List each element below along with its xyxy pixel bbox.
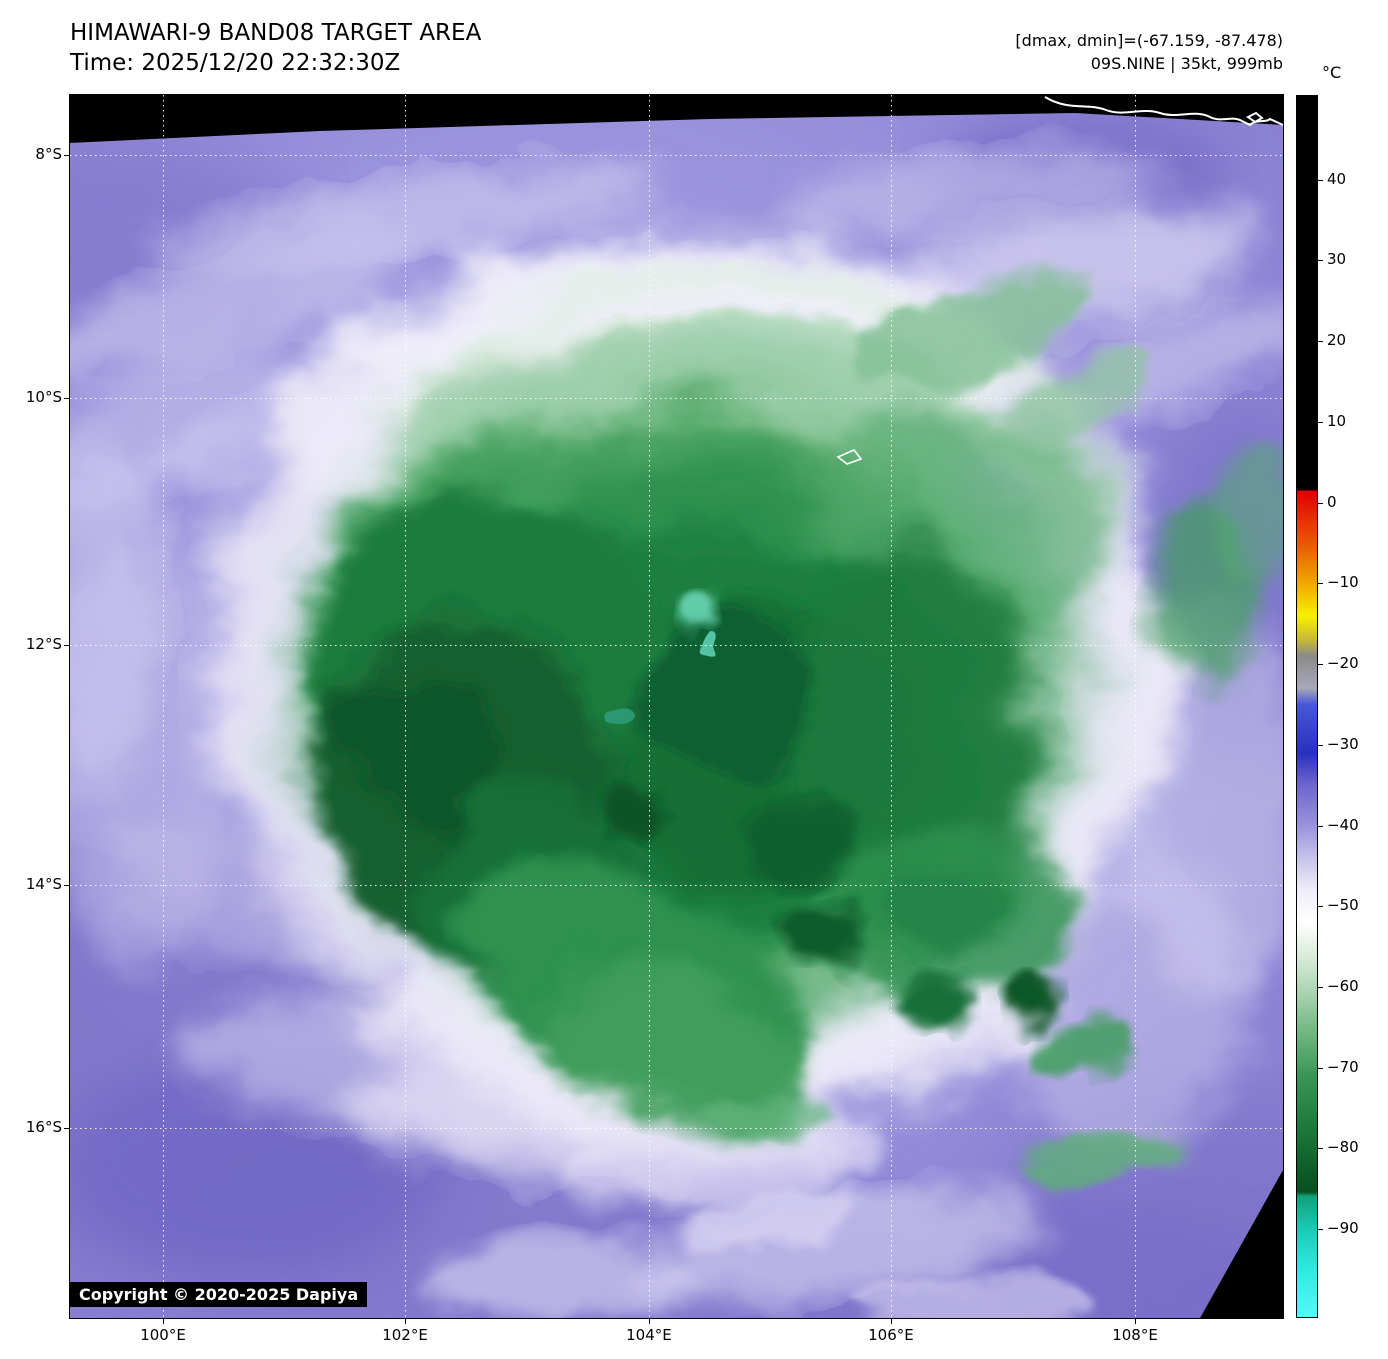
colorbar-tick-mark (1318, 906, 1323, 907)
copyright-badge: Copyright © 2020-2025 Dapiya (70, 1282, 367, 1307)
colorbar-tick-label: −90 (1327, 1219, 1359, 1237)
colorbar-tick-label: −70 (1327, 1058, 1359, 1076)
lon-tick-mark (163, 1318, 164, 1324)
dmax-dmin-readout: [dmax, dmin]=(-67.159, -87.478) (1015, 31, 1283, 50)
lon-tick-label: 104°E (604, 1326, 694, 1344)
plot-area: Copyright © 2020-2025 Dapiya (70, 95, 1283, 1318)
lat-tick-label: 10°S (0, 388, 62, 406)
satellite-image (70, 95, 1283, 1318)
colorbar-tick-label: −60 (1327, 977, 1359, 995)
lat-tick-mark (64, 885, 70, 886)
colorbar-tick-mark (1318, 503, 1323, 504)
colorbar-tick-label: −50 (1327, 896, 1359, 914)
lon-tick-label: 106°E (846, 1326, 936, 1344)
lat-tick-mark (64, 1128, 70, 1129)
plot-title: HIMAWARI-9 BAND08 TARGET AREA (70, 20, 481, 46)
colorbar (1296, 95, 1318, 1318)
colorbar-unit-label: °C (1322, 63, 1341, 82)
lat-tick-mark (64, 645, 70, 646)
colorbar-tick-mark (1318, 583, 1323, 584)
lon-tick-mark (649, 1318, 650, 1324)
colorbar-tick-mark (1318, 664, 1323, 665)
colorbar-tick-label: −30 (1327, 735, 1359, 753)
lon-tick-label: 100°E (118, 1326, 208, 1344)
colorbar-tick-label: 10 (1327, 412, 1346, 430)
colorbar-tick-label: 30 (1327, 250, 1346, 268)
colorbar-tick-label: −10 (1327, 573, 1359, 591)
colorbar-tick-mark (1318, 1148, 1323, 1149)
lat-tick-mark (64, 398, 70, 399)
colorbar-tick-mark (1318, 826, 1323, 827)
colorbar-tick-label: 40 (1327, 170, 1346, 188)
colorbar-tick-mark (1318, 987, 1323, 988)
colorbar-tick-mark (1318, 260, 1323, 261)
lat-tick-mark (64, 155, 70, 156)
lat-tick-label: 16°S (0, 1118, 62, 1136)
colorbar-tick-mark (1318, 341, 1323, 342)
colorbar-tick-mark (1318, 745, 1323, 746)
colorbar-tick-label: −20 (1327, 654, 1359, 672)
colorbar-tick-label: 0 (1327, 493, 1337, 511)
colorbar-tick-mark (1318, 422, 1323, 423)
lon-tick-mark (405, 1318, 406, 1324)
figure: { "header": { "title": "HIMAWARI-9 BAND0… (0, 0, 1388, 1359)
colorbar-tick-mark (1318, 1068, 1323, 1069)
plot-timestamp: Time: 2025/12/20 22:32:30Z (70, 50, 400, 76)
lat-tick-label: 8°S (0, 145, 62, 163)
lon-tick-label: 102°E (360, 1326, 450, 1344)
colorbar-tick-mark (1318, 1229, 1323, 1230)
lon-tick-mark (1135, 1318, 1136, 1324)
colorbar-tick-label: −40 (1327, 816, 1359, 834)
lon-tick-mark (891, 1318, 892, 1324)
colorbar-tick-label: 20 (1327, 331, 1346, 349)
lon-tick-label: 108°E (1090, 1326, 1180, 1344)
colorbar-tick-mark (1318, 180, 1323, 181)
lat-tick-label: 14°S (0, 875, 62, 893)
colorbar-tick-label: −80 (1327, 1138, 1359, 1156)
lat-tick-label: 12°S (0, 635, 62, 653)
storm-info: 09S.NINE | 35kt, 999mb (1091, 54, 1283, 73)
